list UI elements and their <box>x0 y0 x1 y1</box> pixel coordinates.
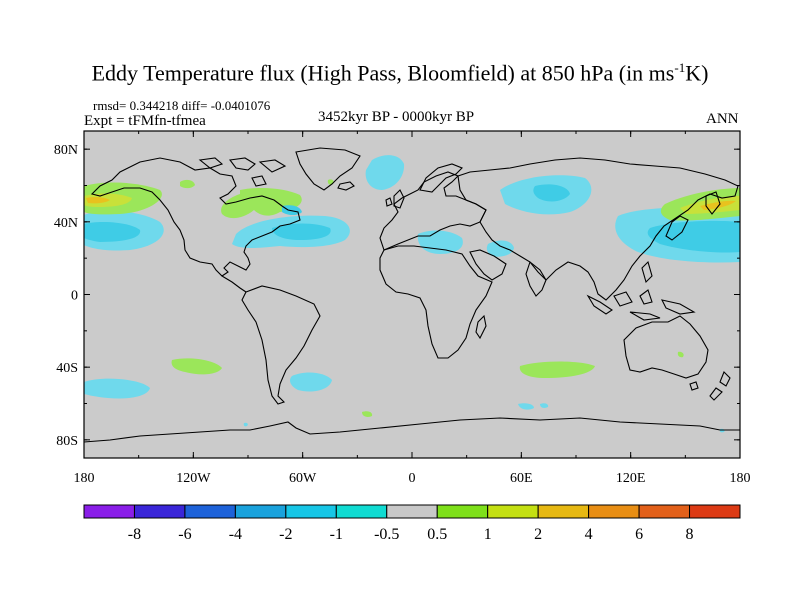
colorbar: -8 -6 -4 -2 -1 -0.5 0.5 1 2 4 6 8 <box>83 504 741 543</box>
anomaly-patch <box>518 403 534 410</box>
coastline-iceland <box>337 181 355 191</box>
coastline-australia <box>623 315 709 379</box>
rmsd-diff-stats: rmsd= 0.344218 diff= -0.0401076 <box>93 98 271 113</box>
chart-title: Eddy Temperature flux (High Pass, Bloomf… <box>91 60 709 86</box>
coastline-antarctica <box>84 417 740 443</box>
colorbar-swatch <box>234 504 287 519</box>
anomaly-patch <box>171 358 222 375</box>
colorbar-label: -0.5 <box>374 526 399 543</box>
anomaly-patch <box>362 411 373 417</box>
colorbar-label: 8 <box>686 526 694 543</box>
y-tick-label: 80S <box>56 434 78 449</box>
anomaly-patch <box>243 422 248 427</box>
coastline-greenland <box>295 147 361 191</box>
coastline-europe <box>379 171 487 251</box>
x-tick-label: 60E <box>510 471 533 486</box>
colorbar-swatch <box>285 504 337 519</box>
anomaly-patch <box>84 222 141 242</box>
colorbar-swatch <box>537 504 590 519</box>
colorbar-swatch <box>436 504 489 519</box>
colorbar-swatch <box>588 504 640 519</box>
y-tick-label: 40N <box>54 216 78 231</box>
anomaly-patch <box>647 220 740 253</box>
anomaly-patch <box>486 240 514 257</box>
anomaly-patch <box>365 155 405 190</box>
anomaly-patch <box>86 196 110 204</box>
anomaly-patch <box>519 361 595 378</box>
anomaly-patch <box>180 179 195 189</box>
x-tick-label: 120E <box>616 471 646 486</box>
colorbar-label: 1 <box>484 526 492 543</box>
period-label: 3452kyr BP - 0000kyr BP <box>318 109 475 125</box>
coastline-british-isles <box>385 189 405 209</box>
coastline-scandinavia <box>419 163 463 193</box>
x-tick-label: 0 <box>409 471 416 486</box>
coastline-india <box>525 261 547 297</box>
x-tick-label: 180 <box>74 471 95 486</box>
coastline-africa <box>379 245 493 359</box>
colorbar-swatch <box>335 504 388 519</box>
colorbar-swatch <box>689 504 741 519</box>
x-tick-label: 180 <box>730 471 751 486</box>
anomaly-patch <box>84 378 150 399</box>
coastline-japan <box>665 215 689 241</box>
anomaly-patch <box>700 200 736 210</box>
anomaly-patch <box>533 184 570 202</box>
experiment-label: Expt = tFMfn-tfmea <box>84 113 206 129</box>
anomaly-patch <box>290 372 332 392</box>
colorbar-label: 6 <box>635 526 643 543</box>
anomaly-patch <box>677 351 684 358</box>
y-axis: 80N 40N 0 40S 80S <box>54 143 740 449</box>
x-axis: 180 120W 60W 0 60E 120E 180 <box>74 131 751 486</box>
x-tick-label: 120W <box>176 471 211 486</box>
coastline-indonesia <box>586 289 696 321</box>
y-tick-label: 40S <box>56 361 78 376</box>
colorbar-swatch <box>184 504 236 519</box>
colorbar-label: -6 <box>178 526 191 543</box>
coastline-central-america <box>221 275 247 293</box>
colorbar-swatch <box>638 504 691 519</box>
coastlines <box>84 147 740 443</box>
coastline-madagascar <box>475 314 487 340</box>
anomaly-layer <box>84 155 740 433</box>
colorbar-label: -4 <box>229 526 242 543</box>
coastline-kamchatka <box>705 191 721 215</box>
y-tick-label: 80N <box>54 143 78 158</box>
colorbar-swatch <box>487 504 539 519</box>
colorbar-label: 0.5 <box>427 526 447 543</box>
coastline-new-zealand <box>709 371 731 401</box>
coastline-arabia <box>469 249 507 281</box>
colorbar-label: -2 <box>279 526 292 543</box>
colorbar-swatch <box>386 504 438 519</box>
coastline-asia <box>457 157 739 301</box>
anomaly-patch <box>272 223 331 240</box>
season-label: ANN <box>706 111 739 127</box>
colorbar-label: -8 <box>128 526 141 543</box>
x-tick-label: 60W <box>289 471 317 486</box>
colorbar-label: 2 <box>534 526 542 543</box>
y-tick-label: 0 <box>71 289 78 304</box>
anomaly-patch <box>221 187 302 219</box>
coastline-tasmania <box>689 381 699 391</box>
colorbar-label: -1 <box>330 526 343 543</box>
anomaly-patch <box>540 403 549 408</box>
colorbar-swatch <box>133 504 186 519</box>
colorbar-label: 4 <box>585 526 593 543</box>
anomaly-patch <box>282 205 302 215</box>
coastline-philippines <box>641 260 653 284</box>
coastline-north-america <box>90 157 301 277</box>
coastline-arctic-islands <box>198 157 287 187</box>
colorbar-swatch <box>83 504 135 519</box>
coastline-south-america <box>241 285 321 405</box>
